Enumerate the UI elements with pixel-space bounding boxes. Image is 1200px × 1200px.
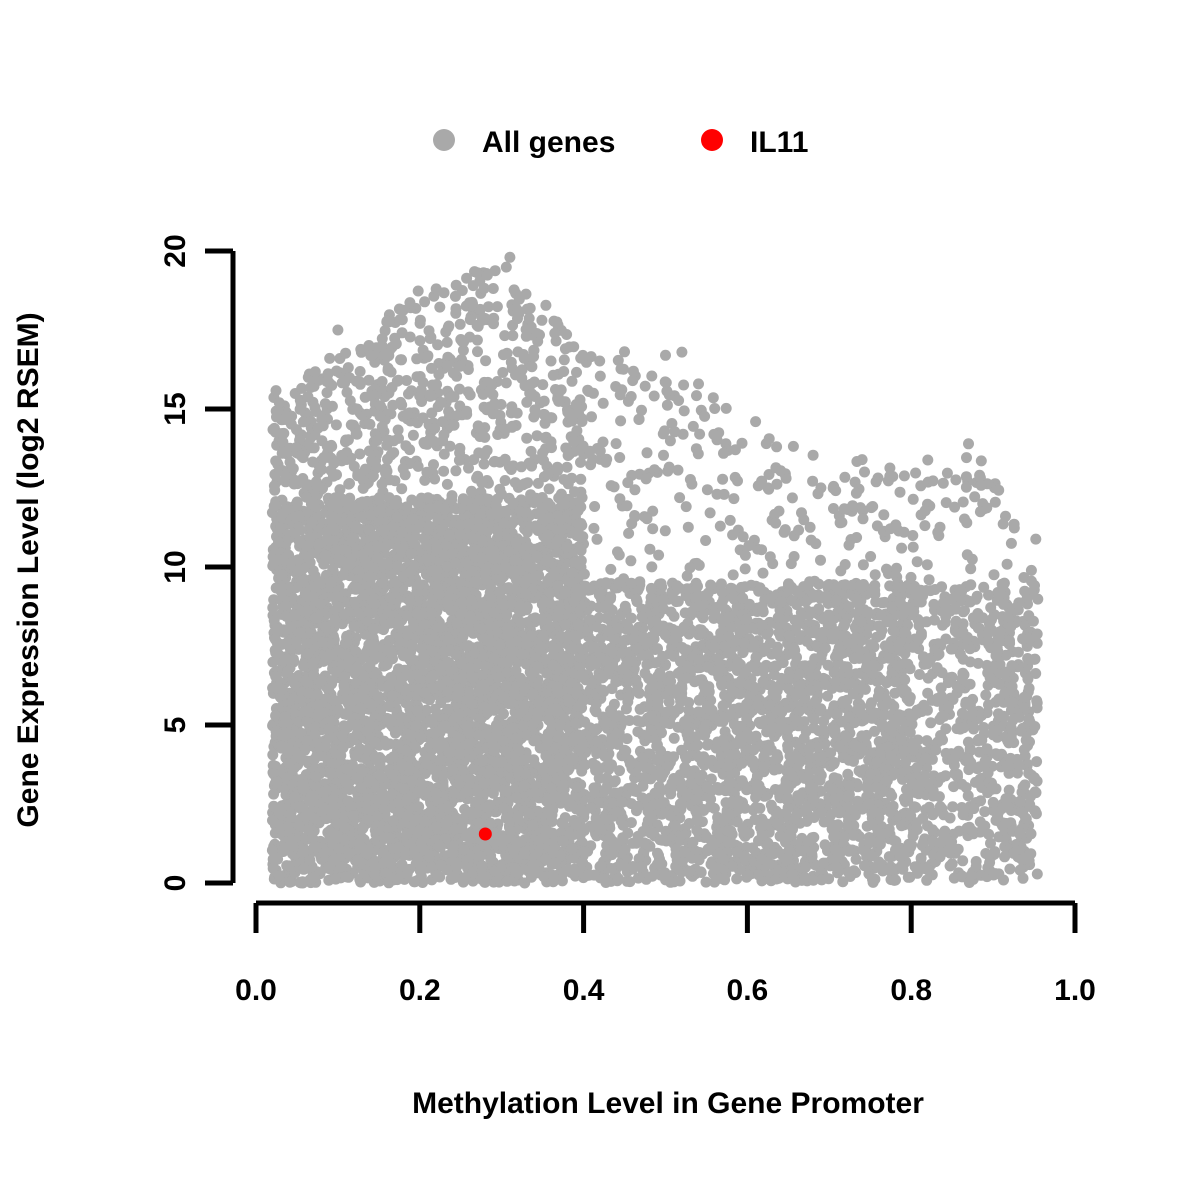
legend-label-il11: IL11: [750, 126, 808, 159]
legend-marker-all-genes: [433, 129, 455, 151]
y-tick-label: 20: [159, 234, 192, 267]
x-tick-label: 0.0: [235, 974, 277, 1007]
y-tick-label: 0: [159, 875, 192, 892]
y-tick-label: 5: [159, 717, 192, 734]
x-tick-label: 0.4: [563, 974, 605, 1007]
x-tick-label: 0.2: [399, 974, 441, 1007]
y-axis-title: Gene Expression Level (log2 RSEM): [12, 312, 45, 827]
x-axis-title: Methylation Level in Gene Promoter: [412, 1087, 924, 1120]
y-tick-label: 15: [159, 392, 192, 425]
x-axis: [253, 900, 1078, 933]
y-axis: [205, 248, 236, 886]
legend-marker-il11: [701, 129, 723, 151]
legend-label-all-genes: All genes: [482, 126, 615, 159]
x-tick-labels: 0.0 0.2 0.4 0.6 0.8 1.0: [235, 974, 1096, 1007]
il11-highlight-point[interactable]: [478, 827, 492, 841]
all-genes-point-cloud: [266, 251, 1044, 889]
x-tick-label: 0.6: [727, 974, 769, 1007]
y-tick-label: 10: [159, 550, 192, 583]
x-tick-label: 1.0: [1054, 974, 1096, 1007]
chart-legend: All genes IL11: [433, 126, 808, 159]
x-tick-label: 0.8: [890, 974, 932, 1007]
y-tick-labels: 0 5 10 15 20: [159, 234, 192, 891]
